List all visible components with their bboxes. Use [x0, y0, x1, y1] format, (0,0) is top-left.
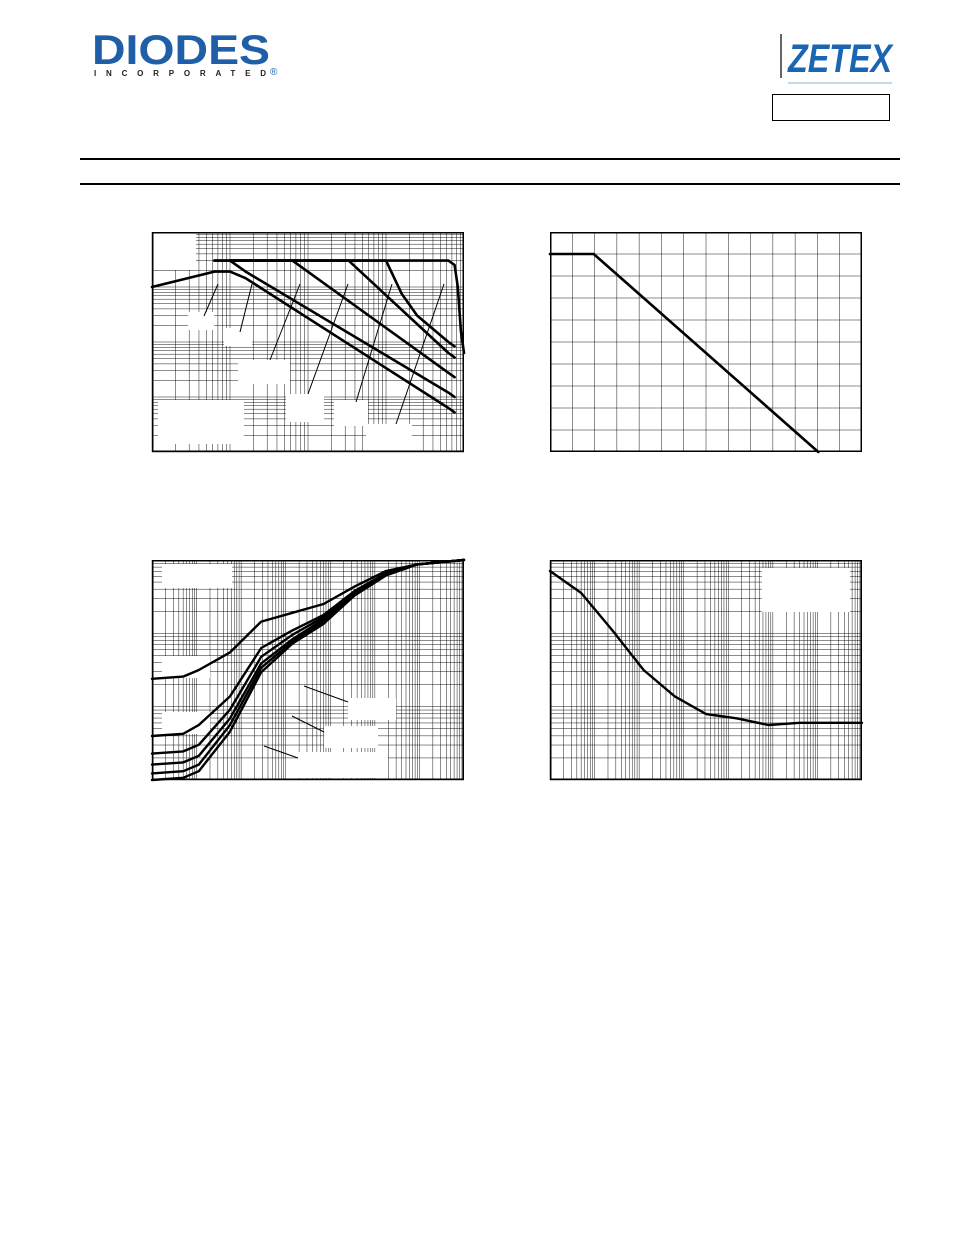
- series-line-1: [150, 558, 466, 680]
- leader-line-6: [395, 283, 445, 425]
- label-box-top-left: [152, 232, 196, 270]
- label-box-2: [224, 328, 252, 346]
- part-number-box: [772, 94, 890, 121]
- label-box-curve-1: [162, 656, 210, 678]
- header-rule-bottom: [80, 183, 900, 185]
- leader-line-3: [269, 283, 301, 361]
- chart-transient-thermal-impedance: [150, 558, 466, 782]
- label-box-conditions: [762, 568, 850, 612]
- chart-safe-operating-area: [150, 232, 466, 453]
- label-box-curve-2: [162, 712, 210, 734]
- leader-line-2: [291, 715, 325, 733]
- header-rule-top: [80, 158, 900, 160]
- chart-derating: [548, 232, 862, 454]
- plot-frame: [152, 560, 464, 780]
- label-box-curve-3: [348, 698, 396, 720]
- zetex-logo-name: ZETEX: [787, 37, 894, 81]
- plot-frame: [550, 560, 862, 780]
- plot-grid: [549, 560, 862, 781]
- series-line-4: [150, 558, 466, 766]
- label-box-1: [188, 312, 214, 330]
- label-box-curve-4: [324, 726, 378, 748]
- leader-line-1: [303, 685, 349, 703]
- diodes-logo-mark: ®: [270, 67, 278, 78]
- leader-line-4: [307, 283, 349, 395]
- series-line-6: [150, 558, 466, 782]
- diodes-logo-name: DIODES: [92, 30, 270, 73]
- leader-line-2: [239, 283, 253, 333]
- series-line-1: [150, 270, 456, 414]
- leader-line-5: [355, 283, 393, 403]
- label-box-conditions: [158, 400, 244, 444]
- series-line-1: [548, 252, 820, 454]
- series-line-1: [548, 569, 864, 727]
- zetex-logo: ZETEX: [780, 34, 894, 84]
- chart-pulse-power: [548, 560, 864, 781]
- diodes-logo: DIODES INCORPORATED ®: [92, 30, 278, 78]
- leader-line-1: [203, 283, 219, 317]
- label-box-4: [286, 394, 324, 422]
- plot-grid: [550, 232, 862, 452]
- plot-frame: [152, 232, 464, 452]
- label-box-curve-5: [298, 752, 388, 778]
- plot-grid: [151, 560, 464, 781]
- leader-line-3: [263, 745, 299, 759]
- label-box-6: [366, 424, 412, 452]
- series-line-6: [228, 259, 466, 355]
- plot-frame: [550, 232, 862, 452]
- label-box-3: [238, 360, 290, 384]
- label-box-top-left: [162, 564, 232, 588]
- label-box-5: [334, 400, 368, 426]
